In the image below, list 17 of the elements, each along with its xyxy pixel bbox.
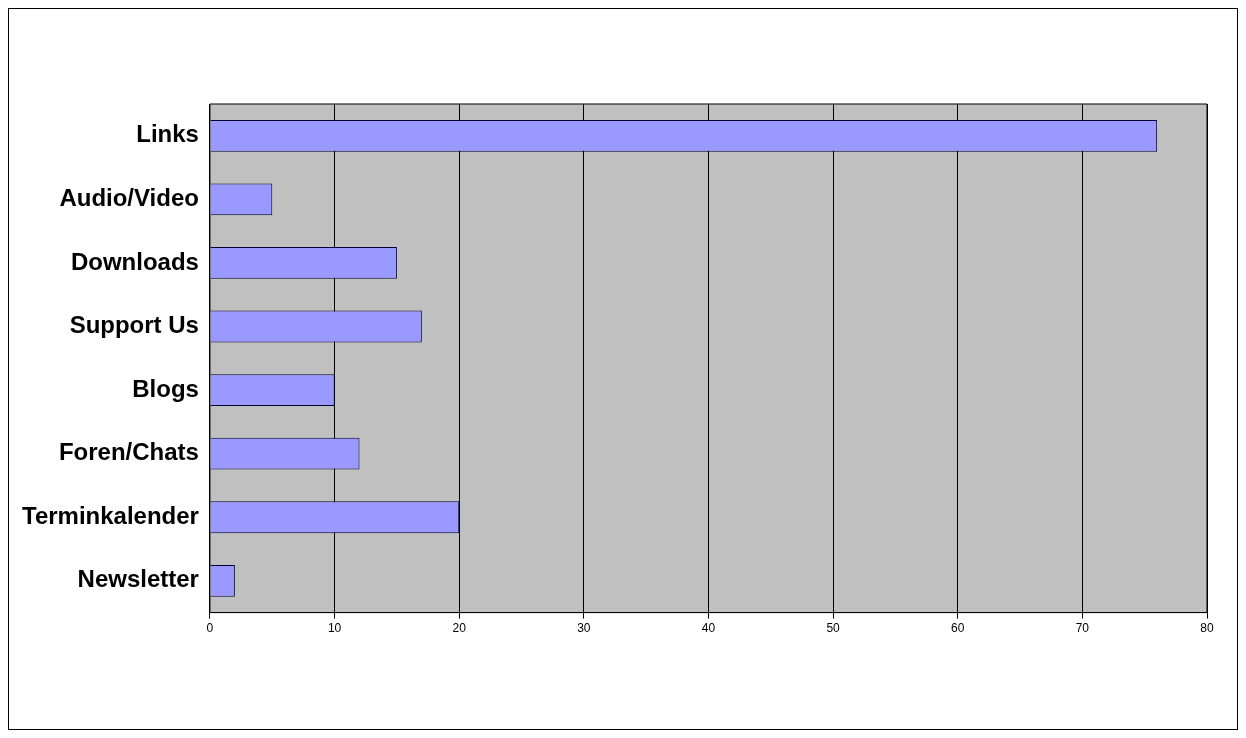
x-tick-label: 10 <box>327 621 342 636</box>
x-tick-label: 50 <box>826 621 841 636</box>
x-tick-label: 0 <box>206 621 214 636</box>
x-tick-label: 80 <box>1200 621 1214 636</box>
x-tick-label: 40 <box>701 621 716 636</box>
x-tick-label: 30 <box>577 621 591 636</box>
y-tick-label: Links <box>136 120 199 148</box>
y-tick-label: Newsletter <box>77 565 199 593</box>
x-tick-label: 20 <box>452 621 467 636</box>
x-tick-label: 70 <box>1075 621 1090 636</box>
y-tick-label: Terminkalender <box>22 501 199 529</box>
y-tick-label: Downloads <box>70 247 199 275</box>
x-tick-label: 60 <box>951 621 965 636</box>
y-tick-label: Support Us <box>69 311 199 339</box>
y-tick-label: Blogs <box>132 374 199 402</box>
y-tick-label: Audio/Video <box>59 183 199 211</box>
y-tick-label: Foren/Chats <box>58 438 199 466</box>
